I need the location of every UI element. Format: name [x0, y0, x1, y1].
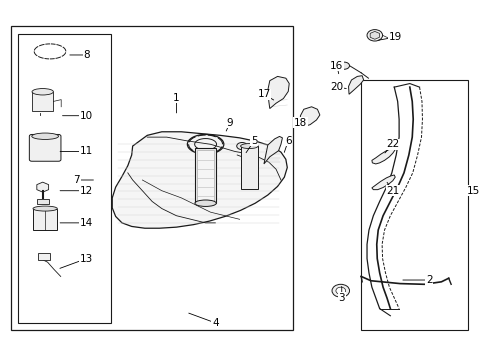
Bar [38, 252, 50, 260]
Bar [19, 33, 111, 323]
Circle shape [331, 284, 349, 297]
Text: 9: 9 [226, 118, 233, 128]
Text: 19: 19 [388, 32, 401, 42]
Text: 7: 7 [73, 175, 80, 185]
Circle shape [335, 287, 345, 294]
Text: 12: 12 [80, 186, 93, 196]
Circle shape [366, 30, 382, 41]
Ellipse shape [32, 89, 53, 95]
Polygon shape [112, 132, 287, 228]
Text: 17: 17 [257, 89, 270, 99]
Bar [37, 199, 48, 204]
Bar [197, 150, 213, 202]
Text: 11: 11 [80, 147, 93, 157]
Text: 21: 21 [386, 186, 399, 196]
Text: 1: 1 [173, 93, 180, 103]
Text: 15: 15 [466, 186, 479, 196]
Text: 5: 5 [250, 136, 257, 146]
Polygon shape [264, 136, 282, 164]
Text: 20: 20 [330, 82, 343, 92]
Polygon shape [267, 76, 288, 109]
Polygon shape [371, 148, 394, 164]
Text: 6: 6 [285, 136, 291, 146]
Bar [11, 26, 292, 330]
Bar [32, 92, 53, 111]
Ellipse shape [236, 143, 247, 150]
Text: 8: 8 [83, 50, 90, 60]
Ellipse shape [32, 133, 59, 139]
Ellipse shape [240, 144, 258, 149]
Polygon shape [371, 175, 394, 190]
Bar [240, 146, 258, 189]
Bar [33, 208, 57, 230]
Text: 4: 4 [212, 318, 218, 328]
Text: 10: 10 [80, 111, 93, 121]
Text: 16: 16 [329, 61, 343, 71]
Bar [195, 148, 216, 203]
Bar [361, 80, 467, 330]
Text: 2: 2 [425, 275, 432, 285]
Text: 13: 13 [80, 253, 93, 264]
Text: 22: 22 [386, 139, 399, 149]
Ellipse shape [33, 206, 57, 211]
Text: 14: 14 [80, 218, 93, 228]
FancyBboxPatch shape [29, 134, 61, 161]
Ellipse shape [338, 62, 349, 69]
Polygon shape [300, 107, 319, 127]
Text: 3: 3 [338, 293, 345, 303]
Text: 18: 18 [293, 118, 306, 128]
Polygon shape [348, 76, 363, 94]
Ellipse shape [195, 200, 216, 206]
